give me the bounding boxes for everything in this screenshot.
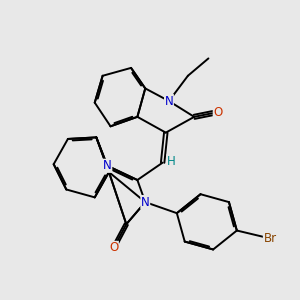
Text: O: O (213, 106, 223, 118)
Text: N: N (103, 159, 112, 172)
Text: N: N (165, 94, 173, 108)
Text: O: O (109, 242, 118, 254)
Text: H: H (167, 154, 176, 168)
Text: N: N (141, 196, 150, 208)
Text: Br: Br (263, 232, 277, 245)
